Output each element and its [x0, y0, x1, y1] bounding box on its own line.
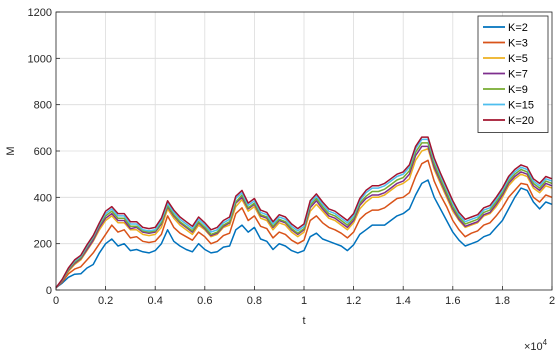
series-line-k20 — [55, 136, 553, 289]
x-multiplier-base: ×10 — [524, 341, 543, 353]
x-multiplier-exponent: 4 — [543, 338, 548, 347]
x-tick-label: 0.6 — [197, 295, 212, 307]
y-axis-ticks: 0 200 400 600 800 1000 1200 — [28, 7, 60, 297]
x-tick-label: 1.4 — [396, 295, 411, 307]
x-axis-multiplier: ×104 — [524, 338, 548, 353]
legend-label: K=2 — [508, 22, 528, 34]
legend: K=2 K=3 K=5 K=7 K=9 K=15 K=20 — [477, 15, 549, 133]
y-axis-label: M — [5, 146, 17, 155]
y-tick-label: 1200 — [28, 7, 52, 19]
x-tick-label: 1.8 — [495, 295, 510, 307]
y-tick-label: 1000 — [28, 53, 52, 65]
x-tick-label: 1.2 — [346, 295, 361, 307]
x-tick-label: 0 — [53, 295, 59, 307]
x-tick-label: 2 — [549, 295, 555, 307]
x-tick-label: 0.8 — [247, 295, 262, 307]
legend-label: K=9 — [508, 84, 528, 96]
series-lines — [55, 136, 553, 289]
y-tick-label: 0 — [46, 285, 52, 297]
x-axis-label: t — [302, 315, 305, 327]
series-line-k7 — [55, 145, 553, 289]
x-tick-label: 0.2 — [98, 295, 113, 307]
x-axis-ticks: 0 0.2 0.4 0.6 0.8 1 1.2 1.4 1.6 1.8 2 — [53, 286, 555, 307]
x-tick-label: 0.4 — [148, 295, 163, 307]
legend-label: K=5 — [508, 53, 528, 65]
series-line-k9 — [55, 142, 553, 289]
legend-label: K=3 — [508, 38, 528, 50]
legend-label: K=15 — [508, 100, 534, 112]
x-tick-label: 1 — [301, 295, 307, 307]
y-tick-label: 400 — [34, 192, 52, 204]
legend-label: K=7 — [508, 69, 528, 81]
x-tick-label: 1.6 — [445, 295, 460, 307]
series-line-k3 — [55, 159, 553, 289]
series-line-k15 — [55, 138, 553, 289]
series-line-k5 — [55, 147, 553, 289]
legend-label: K=20 — [508, 115, 534, 127]
series-line-k2 — [55, 179, 553, 289]
y-tick-label: 200 — [34, 239, 52, 251]
y-tick-label: 600 — [34, 146, 52, 158]
y-tick-label: 800 — [34, 100, 52, 112]
